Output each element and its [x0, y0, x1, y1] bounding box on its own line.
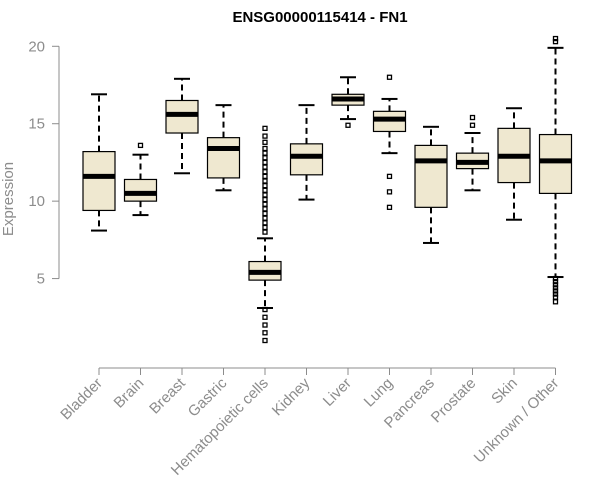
outlier-point	[262, 187, 268, 193]
outlier-point	[262, 164, 268, 170]
box-brain	[123, 142, 158, 217]
outlier-point	[262, 322, 268, 328]
y-tick-label: 10	[28, 193, 45, 210]
outlier-point	[262, 210, 268, 217]
outlier-point	[262, 220, 268, 226]
outlier-point	[552, 291, 559, 297]
outlier-point	[262, 145, 268, 152]
outlier-point	[262, 229, 268, 235]
y-axis: 5 10 15 20	[28, 38, 60, 288]
x-tick-label: Prostate	[428, 375, 480, 427]
outlier-point	[262, 215, 268, 221]
box-iqr	[538, 133, 573, 195]
outlier-point	[552, 275, 559, 282]
outlier-point	[262, 306, 268, 313]
y-tick-label: 15	[28, 116, 45, 133]
box-iqr	[414, 144, 448, 208]
outlier-point	[137, 142, 144, 149]
chart-title: ENSG00000115414 - FN1	[232, 9, 407, 26]
box-bladder	[82, 93, 116, 232]
box-lung	[372, 74, 407, 210]
x-tick-label: Breast	[146, 374, 189, 417]
outlier-point	[552, 288, 559, 294]
box-iqr	[206, 137, 241, 179]
outlier-point	[262, 330, 268, 336]
box-breast	[165, 77, 199, 175]
x-tick-label: Liver	[320, 375, 355, 410]
x-tick-label: Skin	[488, 375, 521, 408]
x-tick-label: Bladder	[57, 375, 106, 424]
x-tick-label: Kidney	[269, 374, 314, 419]
outlier-point	[552, 294, 559, 300]
box-gastric	[206, 104, 241, 192]
box-iqr	[289, 143, 324, 176]
outlier-point	[262, 314, 268, 320]
outlier-point	[552, 35, 559, 42]
outlier-point	[262, 155, 268, 161]
box-skin	[497, 107, 531, 221]
y-axis-label: Expression	[0, 162, 17, 236]
outlier-point	[262, 173, 268, 180]
outlier-point	[262, 224, 268, 231]
box-plots	[82, 35, 573, 344]
y-tick-label: 5	[37, 271, 45, 288]
box-pancreas	[414, 125, 448, 244]
outlier-point	[262, 201, 268, 207]
box-iqr	[82, 150, 116, 212]
outlier-point	[262, 206, 268, 212]
y-tick-label: 20	[28, 38, 45, 55]
outlier-point	[386, 74, 393, 80]
box-unknown-other	[538, 35, 573, 305]
box-iqr	[123, 178, 158, 202]
outlier-point	[386, 204, 393, 210]
box-liver	[331, 76, 365, 128]
outlier-point	[469, 122, 476, 128]
outlier-point	[386, 189, 393, 195]
outlier-point	[552, 282, 559, 288]
outlier-point	[345, 122, 351, 128]
outlier-point	[552, 299, 559, 305]
outlier-point	[262, 192, 268, 198]
box-hematopoietic-cells	[248, 125, 282, 344]
x-tick-label: Brain	[111, 375, 148, 412]
outlier-point	[552, 279, 559, 285]
x-tick-label: Lung	[361, 375, 397, 411]
outlier-point	[262, 178, 268, 184]
outlier-point	[552, 285, 559, 291]
outlier-point	[262, 196, 268, 203]
outlier-point	[262, 125, 268, 132]
outlier-point	[386, 173, 393, 180]
outlier-point	[262, 139, 268, 145]
outlier-point	[262, 150, 268, 156]
outlier-point	[262, 169, 268, 175]
outlier-point	[469, 114, 476, 121]
outlier-point	[262, 133, 268, 139]
box-prostate	[455, 114, 490, 192]
outlier-point	[262, 337, 268, 344]
box-kidney	[289, 104, 324, 201]
outlier-point	[262, 183, 268, 189]
outlier-point	[262, 159, 268, 166]
outlier-point	[552, 38, 559, 45]
